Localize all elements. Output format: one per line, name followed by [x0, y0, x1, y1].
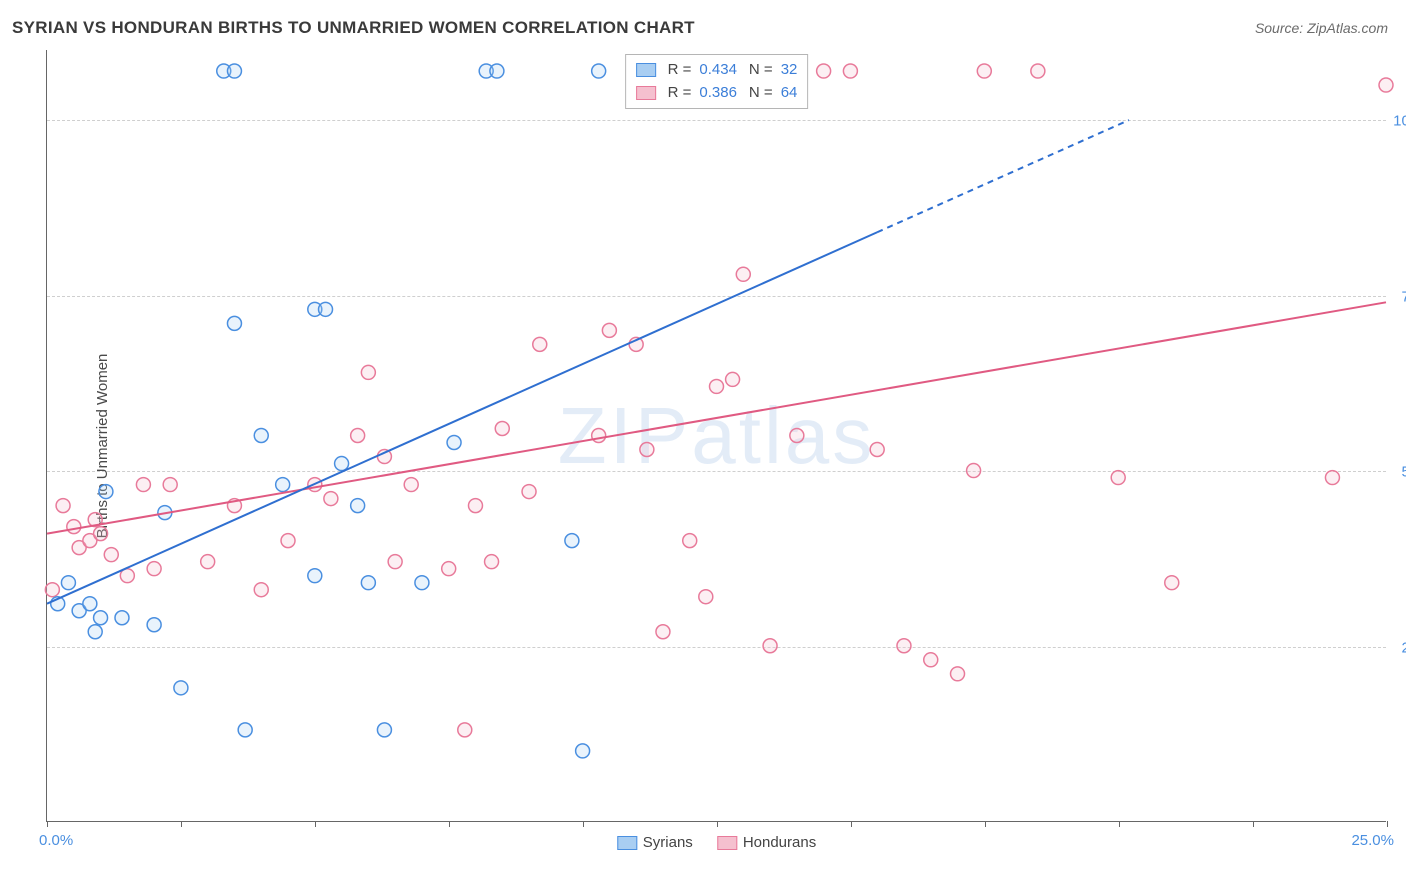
legend-item-syrians: Syrians — [617, 834, 693, 851]
x-max-label: 25.0% — [1351, 832, 1394, 849]
r-label-syrians: R = — [668, 59, 692, 82]
source-attribution: Source: ZipAtlas.com — [1255, 20, 1388, 36]
y-tick-label: 25.0% — [1401, 639, 1406, 656]
r-label-hondurans: R = — [668, 82, 692, 105]
legend-swatch-syrians — [617, 836, 637, 850]
r-value-hondurans: 0.386 — [699, 82, 737, 105]
series-legend: Syrians Hondurans — [617, 834, 816, 851]
r-value-syrians: 0.434 — [699, 59, 737, 82]
stats-row-hondurans: R = 0.386 N = 64 — [636, 82, 798, 105]
y-tick-label: 100.0% — [1393, 113, 1406, 130]
scatter-svg — [47, 50, 1386, 821]
legend-swatch-hondurans — [717, 836, 737, 850]
chart-container: SYRIAN VS HONDURAN BIRTHS TO UNMARRIED W… — [0, 0, 1406, 892]
x-min-label: 0.0% — [39, 832, 73, 849]
n-label-hondurans: N = — [749, 82, 773, 105]
legend-item-hondurans: Hondurans — [717, 834, 816, 851]
source-value: ZipAtlas.com — [1307, 20, 1388, 36]
stats-legend-box: R = 0.434 N = 32 R = 0.386 N = 64 — [625, 54, 809, 109]
y-tick-label: 75.0% — [1401, 288, 1406, 305]
stats-row-syrians: R = 0.434 N = 32 — [636, 59, 798, 82]
n-value-syrians: 32 — [781, 59, 798, 82]
legend-label-syrians: Syrians — [643, 834, 693, 851]
chart-title: SYRIAN VS HONDURAN BIRTHS TO UNMARRIED W… — [12, 18, 695, 38]
swatch-syrians — [636, 63, 656, 77]
source-label: Source: — [1255, 20, 1307, 36]
plot-area: ZIPatlas 25.0%50.0%75.0%100.0% R = 0.434… — [46, 50, 1386, 822]
swatch-hondurans — [636, 86, 656, 100]
n-value-hondurans: 64 — [781, 82, 798, 105]
y-tick-label: 50.0% — [1401, 464, 1406, 481]
n-label-syrians: N = — [749, 59, 773, 82]
legend-label-hondurans: Hondurans — [743, 834, 816, 851]
